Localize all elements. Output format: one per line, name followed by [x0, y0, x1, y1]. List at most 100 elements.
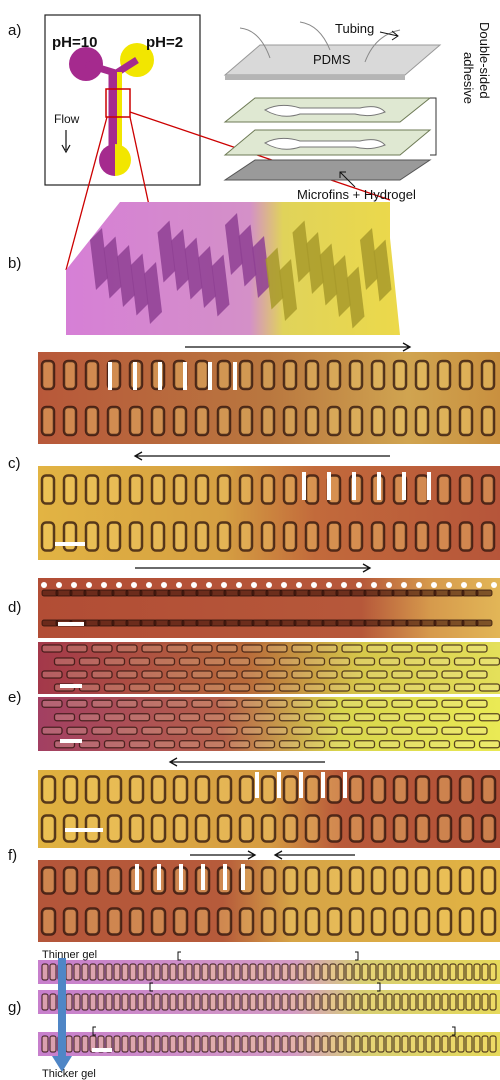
fin: [466, 699, 488, 708]
fin: [166, 726, 188, 735]
fin: [297, 993, 305, 1011]
fin: [282, 907, 299, 936]
fin: [103, 657, 126, 666]
micrograph: [38, 770, 500, 848]
fin: [233, 963, 241, 981]
fin: [141, 644, 163, 653]
fin: [113, 1035, 121, 1053]
fin: [278, 713, 301, 722]
marker-bar: [299, 772, 303, 798]
fin: [441, 963, 449, 981]
fin: [153, 713, 176, 722]
fin: [341, 670, 363, 679]
marker-dot: [401, 582, 407, 588]
thickness-arrow: [58, 958, 66, 1058]
fin: [279, 259, 297, 321]
marker-dot: [371, 582, 377, 588]
fin: [391, 670, 413, 679]
fin: [306, 232, 324, 294]
fin: [153, 740, 176, 749]
fin: [145, 1035, 153, 1053]
fin: [319, 243, 338, 306]
fin: [81, 963, 89, 981]
fin: [341, 644, 363, 653]
fin: [341, 699, 363, 708]
fin: [84, 775, 101, 804]
fin: [169, 1035, 177, 1053]
fin: [40, 907, 57, 936]
fin: [78, 713, 101, 722]
fin: [40, 405, 56, 437]
fin: [40, 359, 56, 391]
fin: [337, 1035, 345, 1053]
fin: [353, 1035, 361, 1053]
fin: [144, 262, 162, 324]
fin: [225, 993, 233, 1011]
fin: [201, 963, 209, 981]
fin: [91, 644, 113, 653]
micrograph: [38, 466, 500, 560]
fin: [121, 993, 129, 1011]
fin: [194, 814, 211, 843]
fin: [348, 775, 365, 804]
fin: [73, 993, 81, 1011]
fin: [478, 713, 500, 722]
marker-dot: [461, 582, 467, 588]
fin: [241, 699, 263, 708]
micrograph: [38, 352, 500, 444]
fin: [345, 993, 353, 1011]
fin: [172, 521, 188, 552]
direction-arrow: [190, 850, 257, 860]
fin: [378, 657, 401, 666]
bracket: [377, 982, 381, 992]
fin: [241, 726, 263, 735]
fin: [216, 644, 238, 653]
fin: [128, 474, 144, 505]
fin: [458, 775, 475, 804]
fin: [304, 866, 321, 895]
adhesive-label: Double-sided: [477, 22, 492, 99]
marker-bar: [377, 472, 381, 500]
thickness-arrow-head: [52, 1056, 72, 1072]
marker-dot: [116, 582, 122, 588]
fin: [328, 683, 351, 692]
fin: [436, 814, 453, 843]
marker-dot: [386, 582, 392, 588]
fin: [377, 1035, 385, 1053]
marker-dot: [326, 582, 332, 588]
fin: [401, 993, 409, 1011]
fin: [370, 775, 387, 804]
fin: [403, 713, 426, 722]
fin: [185, 993, 193, 1011]
fin: [409, 993, 417, 1011]
marker-dot: [191, 582, 197, 588]
fin: [313, 1035, 321, 1053]
fin: [150, 907, 167, 936]
direction-arrow: [185, 342, 412, 352]
zoom-line: [129, 116, 151, 211]
fin: [278, 657, 301, 666]
fin: [391, 699, 413, 708]
fin: [91, 699, 113, 708]
marker-bar: [241, 864, 245, 890]
marker-dot: [236, 582, 242, 588]
fin: [66, 644, 88, 653]
fin: [150, 405, 166, 437]
fin: [209, 963, 217, 981]
fin: [425, 993, 433, 1011]
fin: [458, 405, 474, 437]
fin: [191, 644, 213, 653]
panel-label: g): [8, 999, 21, 1016]
fin: [428, 713, 451, 722]
fin: [141, 670, 163, 679]
fin: [292, 220, 311, 283]
fin: [409, 1035, 417, 1053]
fin: [216, 814, 233, 843]
fin: [489, 1035, 497, 1053]
fin: [369, 963, 377, 981]
micrograph: [38, 697, 500, 751]
fin: [128, 814, 145, 843]
fin: [353, 657, 376, 666]
fin: [458, 521, 474, 552]
fin: [40, 866, 57, 895]
